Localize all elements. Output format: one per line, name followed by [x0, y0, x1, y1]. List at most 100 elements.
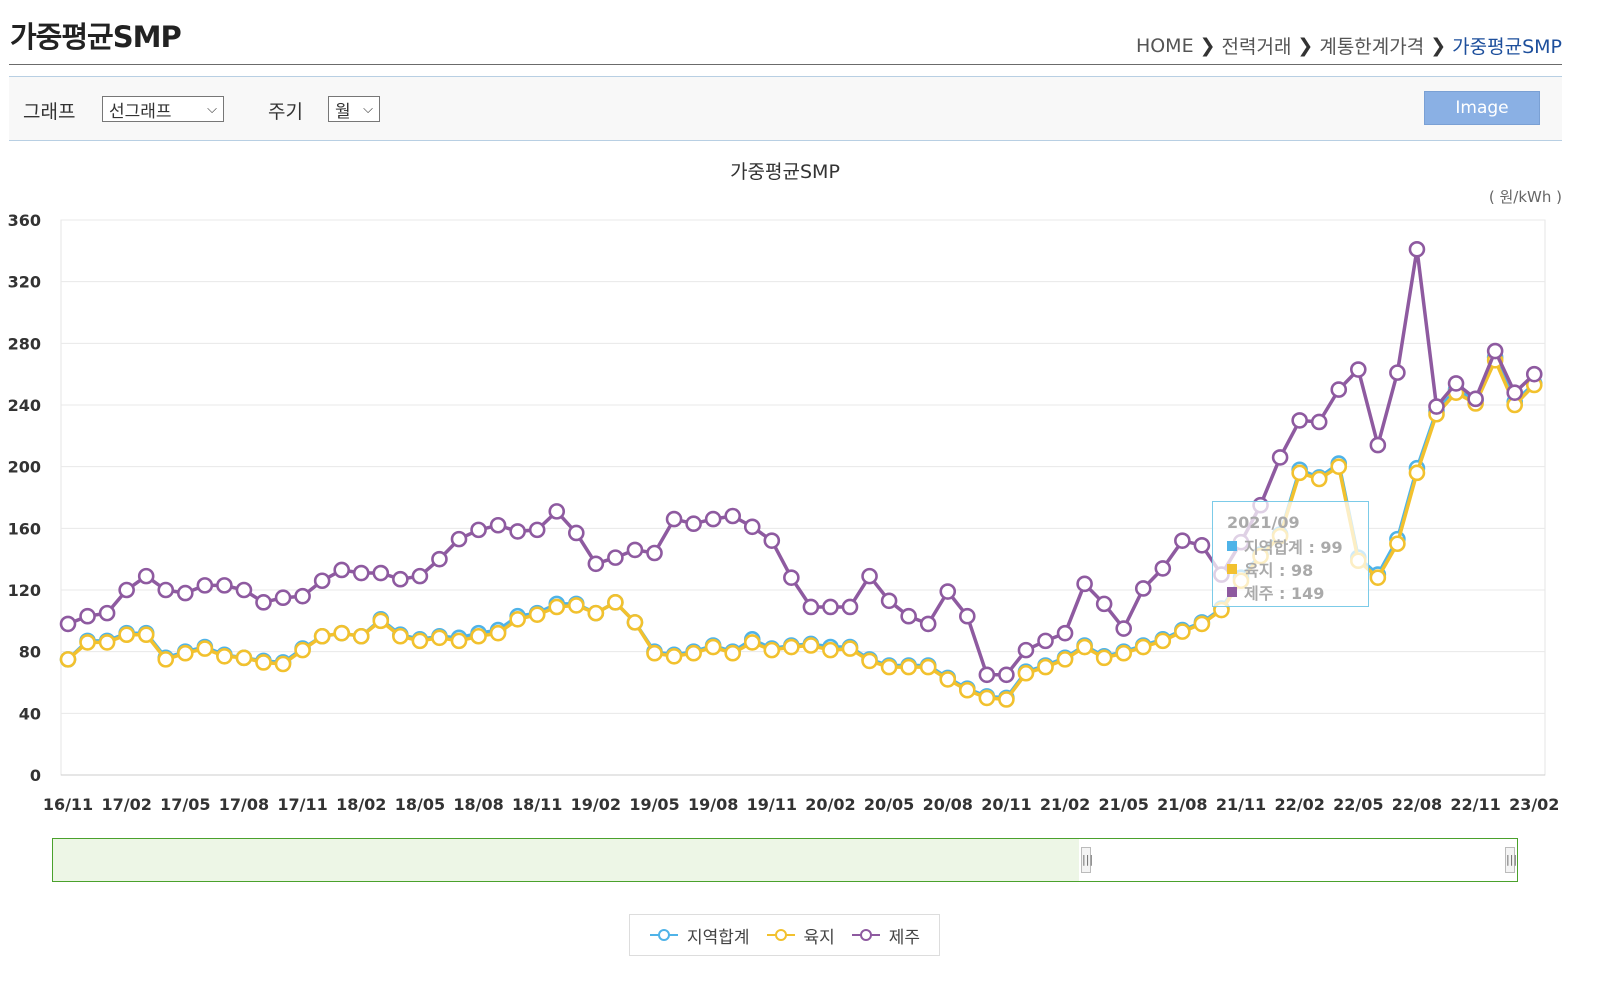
data-point[interactable] — [255, 654, 272, 671]
data-point[interactable] — [587, 555, 605, 573]
data-point[interactable] — [294, 641, 311, 659]
data-point[interactable] — [392, 627, 409, 645]
data-point[interactable] — [79, 607, 96, 625]
data-point[interactable] — [470, 627, 487, 645]
data-point[interactable] — [450, 632, 468, 650]
data-point[interactable] — [177, 644, 194, 662]
data-point[interactable] — [743, 634, 761, 651]
data-point[interactable] — [900, 658, 917, 676]
data-point[interactable] — [841, 640, 859, 657]
data-point[interactable] — [900, 607, 917, 625]
data-point[interactable] — [919, 615, 937, 633]
data-point[interactable] — [216, 577, 233, 594]
data-point[interactable] — [431, 629, 448, 647]
data-point[interactable] — [411, 632, 429, 650]
data-point[interactable] — [880, 592, 898, 610]
data-point[interactable] — [411, 567, 429, 585]
data-point[interactable] — [1447, 375, 1465, 392]
data-point[interactable] — [333, 561, 351, 579]
data-point[interactable] — [1095, 595, 1113, 613]
data-point[interactable] — [528, 606, 546, 623]
data-point[interactable] — [1193, 536, 1211, 554]
data-point[interactable] — [743, 518, 761, 536]
data-point[interactable] — [783, 569, 800, 586]
period-select[interactable]: 월 ⌵ — [328, 96, 380, 122]
legend-item-land[interactable]: 육지 — [766, 923, 835, 948]
data-point[interactable] — [1056, 651, 1074, 668]
data-point[interactable] — [646, 644, 663, 662]
data-point[interactable] — [567, 597, 585, 614]
range-navigator[interactable]: ||| ||| — [52, 838, 1518, 882]
data-point[interactable] — [1310, 413, 1328, 431]
data-point[interactable] — [157, 581, 175, 599]
data-point[interactable] — [998, 691, 1015, 708]
breadcrumb-smp[interactable]: 계통한계가격 — [1319, 36, 1425, 58]
data-point[interactable] — [313, 572, 331, 590]
data-point[interactable] — [861, 567, 878, 585]
image-button[interactable]: Image — [1424, 91, 1540, 125]
data-point[interactable] — [1174, 623, 1191, 640]
range-handle-right[interactable]: ||| — [1505, 847, 1517, 873]
data-point[interactable] — [724, 507, 742, 525]
data-point[interactable] — [489, 516, 507, 534]
data-point[interactable] — [763, 641, 781, 659]
data-point[interactable] — [1017, 641, 1035, 659]
legend-item-jeju[interactable]: 제주 — [851, 923, 920, 948]
data-point[interactable] — [216, 647, 233, 665]
data-point[interactable] — [79, 634, 96, 651]
data-point[interactable] — [274, 589, 292, 607]
data-point[interactable] — [1369, 436, 1387, 454]
data-point[interactable] — [822, 598, 839, 616]
data-point[interactable] — [646, 544, 663, 562]
data-point[interactable] — [607, 549, 624, 566]
data-point[interactable] — [1389, 364, 1406, 381]
data-point[interactable] — [822, 641, 839, 659]
data-point[interactable] — [372, 612, 390, 630]
data-point[interactable] — [841, 598, 859, 616]
data-point[interactable] — [724, 644, 742, 662]
data-point[interactable] — [548, 503, 566, 520]
range-selection[interactable] — [53, 839, 1079, 881]
data-point[interactable] — [548, 598, 566, 616]
data-point[interactable] — [1408, 240, 1426, 258]
data-point[interactable] — [1389, 535, 1406, 553]
data-point[interactable] — [802, 637, 820, 654]
data-point[interactable] — [1056, 624, 1074, 642]
data-point[interactable] — [509, 523, 526, 540]
data-point[interactable] — [235, 581, 253, 599]
data-point[interactable] — [958, 681, 976, 699]
data-point[interactable] — [1525, 365, 1543, 383]
data-point[interactable] — [1330, 458, 1348, 475]
data-point[interactable] — [196, 640, 214, 657]
data-point[interactable] — [802, 598, 820, 616]
data-point[interactable] — [352, 627, 370, 645]
data-point[interactable] — [1369, 569, 1387, 586]
data-point[interactable] — [1291, 412, 1308, 429]
data-point[interactable] — [274, 655, 292, 673]
data-point[interactable] — [1428, 398, 1445, 415]
data-point[interactable] — [196, 577, 214, 594]
legend-item-total[interactable]: 지역합계 — [649, 923, 750, 948]
breadcrumb-trading[interactable]: 전력거래 — [1221, 36, 1292, 58]
data-point[interactable] — [118, 626, 135, 644]
data-point[interactable] — [1076, 575, 1093, 593]
data-point[interactable] — [939, 671, 957, 688]
data-point[interactable] — [431, 550, 448, 568]
data-point[interactable] — [763, 532, 781, 549]
data-point[interactable] — [1154, 560, 1172, 577]
data-point[interactable] — [1037, 658, 1054, 676]
data-point[interactable] — [685, 515, 702, 533]
data-point[interactable] — [470, 521, 487, 539]
data-point[interactable] — [1408, 464, 1426, 482]
data-point[interactable] — [998, 666, 1015, 684]
data-point[interactable] — [1330, 381, 1348, 398]
data-point[interactable] — [939, 583, 957, 600]
data-point[interactable] — [98, 634, 116, 651]
data-point[interactable] — [450, 530, 468, 548]
data-point[interactable] — [1506, 384, 1523, 401]
data-point[interactable] — [137, 626, 155, 644]
data-point[interactable] — [118, 581, 135, 599]
data-point[interactable] — [98, 604, 116, 622]
data-point[interactable] — [665, 510, 683, 528]
data-point[interactable] — [704, 510, 722, 528]
